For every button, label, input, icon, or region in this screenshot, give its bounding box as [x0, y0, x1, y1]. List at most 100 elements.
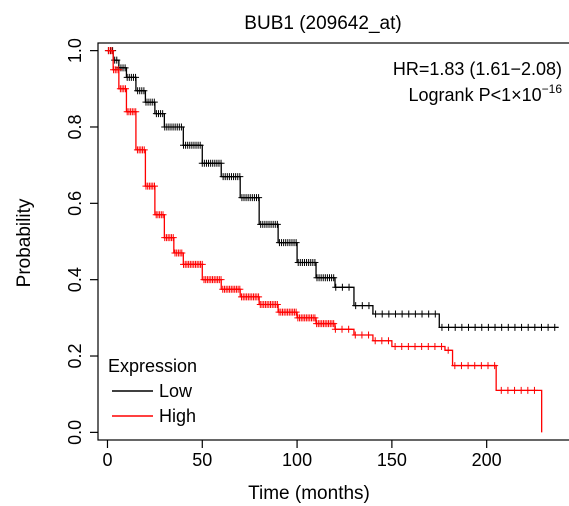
censor-mark-low	[159, 110, 167, 118]
censor-mark-low	[217, 159, 225, 167]
censor-mark-high	[311, 314, 319, 322]
censor-mark-low	[236, 173, 244, 181]
censor-mark-high	[431, 342, 439, 350]
censor-mark-low	[365, 302, 373, 310]
y-tick-label: 0.2	[65, 344, 85, 369]
censor-mark-high	[457, 362, 465, 370]
censor-mark-high	[108, 47, 116, 55]
y-tick-label: 0.8	[65, 114, 85, 139]
chart-title: BUB1 (209642_at)	[244, 13, 401, 34]
censor-mark-low	[113, 56, 121, 64]
censor-mark-low	[196, 141, 204, 149]
censor-mark-high	[236, 285, 244, 293]
censor-mark-high	[371, 337, 379, 345]
censor-mark-low	[518, 323, 526, 331]
censor-mark-low	[338, 283, 346, 291]
censor-mark-high	[484, 362, 492, 370]
censor-mark-low	[121, 64, 129, 72]
censor-mark-high	[398, 342, 406, 350]
censor-mark-low	[255, 194, 263, 202]
censor-mark-high	[511, 386, 519, 394]
survival-curves	[104, 47, 559, 433]
censor-mark-high	[424, 342, 432, 350]
censor-mark-low	[445, 323, 453, 331]
censor-mark-high	[132, 108, 140, 116]
logrank-p-base: Logrank P<1×10	[409, 85, 542, 105]
censor-mark-high	[524, 386, 532, 394]
censor-mark-high	[151, 182, 159, 190]
x-tick-label: 200	[472, 450, 502, 470]
censor-mark-high	[159, 211, 167, 219]
plot-frame	[97, 42, 569, 441]
x-tick-label: 100	[282, 450, 312, 470]
censor-mark-low	[385, 310, 393, 318]
censor-mark-low	[332, 283, 340, 291]
y-tick-label: 0.4	[65, 267, 85, 292]
logrank-p-exponent: −16	[542, 82, 563, 96]
censor-mark-low	[531, 323, 539, 331]
censor-mark-low	[524, 323, 532, 331]
censor-mark-high	[504, 386, 512, 394]
censor-mark-low	[484, 323, 492, 331]
censor-mark-high	[121, 85, 129, 93]
censor-mark-high	[178, 249, 186, 257]
censor-mark-low	[431, 310, 439, 318]
censor-mark-high	[345, 325, 353, 333]
censor-mark-high	[255, 293, 263, 301]
censor-mark-high	[497, 386, 505, 394]
y-tick-label: 0.0	[65, 420, 85, 445]
y-tick-label: 1.0	[65, 38, 85, 63]
censor-mark-high	[451, 362, 459, 370]
censor-mark-low	[398, 310, 406, 318]
censor-mark-high	[198, 260, 206, 268]
censor-mark-low	[411, 310, 419, 318]
y-tick-label: 0.6	[65, 191, 85, 216]
censor-mark-low	[511, 323, 519, 331]
censor-mark-low	[537, 323, 545, 331]
censor-mark-low	[330, 274, 338, 282]
censor-mark-high	[292, 308, 300, 316]
censor-mark-low	[425, 310, 433, 318]
censor-mark-high	[438, 342, 446, 350]
censor-mark-high	[217, 276, 225, 284]
censor-mark-low	[345, 283, 353, 291]
censor-mark-high	[351, 331, 359, 339]
censor-mark-high	[418, 342, 426, 350]
y-axis-title: Probability	[14, 198, 35, 287]
censor-mark-low	[372, 310, 380, 318]
censor-mark-low	[132, 73, 140, 81]
legend-label-high: High	[159, 406, 196, 426]
x-tick-label: 0	[102, 450, 112, 470]
censor-mark-high	[358, 331, 366, 339]
censor-mark-low	[438, 323, 446, 331]
censor-mark-low	[177, 123, 185, 131]
legend: Expression Low High	[108, 356, 197, 426]
censor-mark-low	[458, 323, 466, 331]
x-tick-label: 50	[192, 450, 212, 470]
censor-mark-high	[391, 342, 399, 350]
axis-ticks: 0 50 100 150 200 0.0 0.2 0.4 0.6 0.8 1.0	[65, 38, 502, 470]
censor-mark-low	[405, 310, 413, 318]
hazard-ratio-text: HR=1.83 (1.61−2.08)	[393, 59, 562, 79]
censor-mark-high	[530, 386, 538, 394]
legend-title: Expression	[108, 356, 197, 376]
censor-mark-high	[365, 331, 373, 339]
censor-mark-high	[331, 325, 339, 333]
legend-label-low: Low	[159, 381, 193, 401]
censor-mark-low	[378, 310, 386, 318]
censor-mark-high	[330, 320, 338, 328]
censor-mark-high	[444, 346, 452, 354]
censor-mark-low	[471, 323, 479, 331]
censor-mark-low	[150, 98, 158, 106]
censor-mark-high	[384, 337, 392, 345]
censor-mark-high	[338, 325, 346, 333]
logrank-p-text: Logrank P<1×10−16	[409, 82, 563, 105]
censor-mark-low	[491, 323, 499, 331]
censor-mark-low	[498, 323, 506, 331]
censor-mark-high	[464, 362, 472, 370]
censor-mark-high	[169, 234, 177, 242]
censor-mark-low	[504, 323, 512, 331]
censor-mark-low	[391, 310, 399, 318]
censor-mark-low	[352, 302, 360, 310]
censor-mark-high	[471, 362, 479, 370]
